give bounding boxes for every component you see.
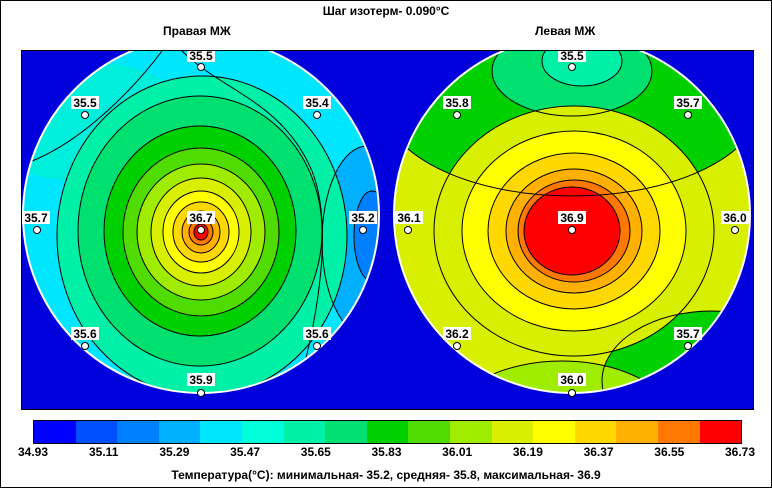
measurement-point: 35.8: [443, 96, 471, 119]
colorbar-segment: [366, 421, 409, 443]
measurement-point: 35.7: [674, 327, 702, 350]
colorbar-segment: [491, 421, 534, 443]
measurement-point: 36.9: [558, 211, 586, 234]
colorbar-tick-label: 35.29: [159, 445, 190, 459]
colorbar-segment: [75, 421, 118, 443]
point-value: 36.1: [397, 211, 421, 225]
colorbar-segment: [325, 421, 367, 443]
point-value: 36.0: [560, 373, 584, 387]
colorbar-segment: [449, 421, 492, 443]
colorbar-segment: [283, 421, 326, 443]
point-value: 35.5: [560, 51, 584, 63]
colorbar-segment: [574, 421, 617, 443]
colorbar-segment: [699, 421, 742, 443]
point-value: 36.0: [723, 211, 747, 225]
colorbar-tick-label: 34.93: [17, 445, 49, 459]
colorbar-tick-label: 36.55: [654, 445, 685, 459]
measurement-point: 35.2: [349, 211, 377, 234]
point-value: 35.9: [189, 373, 213, 387]
isotherm-step-title: Шаг изотерм- 0.090°C: [322, 4, 450, 18]
measurement-point: 36.7: [187, 211, 215, 234]
colorbar-tick-label: 36.19: [512, 445, 543, 459]
colorbar-tick-label: 36.37: [583, 445, 614, 459]
temperature-colorbar: [33, 420, 742, 444]
measurement-point: 36.2: [443, 327, 471, 350]
measurement-point: 35.4: [303, 96, 331, 119]
measurement-point: 35.5: [187, 51, 215, 71]
point-value: 35.5: [73, 96, 97, 110]
colorbar-tick-label: 35.65: [300, 445, 331, 459]
left-measurement-points: 35.5 35.8 35.7 36.1: [395, 51, 749, 397]
right-breast-label: Правая МЖ: [163, 24, 231, 38]
point-value: 35.6: [73, 327, 97, 341]
measurement-point: 35.5: [558, 51, 586, 71]
point-value: 35.4: [305, 96, 329, 110]
measurement-point: 36.0: [721, 211, 749, 234]
point-value: 35.2: [351, 211, 375, 225]
point-value: 36.9: [560, 211, 584, 225]
point-value: 35.5: [189, 51, 213, 63]
colorbar-tick-label: 35.83: [371, 445, 402, 459]
thermogram-plot-area: 35.5 35.5 35.4 35.7: [21, 50, 754, 410]
colorbar-tick-labels: 34.93 35.11 35.29 35.47 35.65 35.83 36.01 36.19…: [0, 445, 772, 461]
colorbar-segment: [657, 421, 700, 443]
point-value: 35.7: [676, 96, 700, 110]
colorbar-segment: [34, 421, 76, 443]
left-breast-label: Левая МЖ: [535, 24, 596, 38]
colorbar-segment: [616, 421, 658, 443]
colorbar-tick-label: 35.47: [230, 445, 261, 459]
temperature-stats-footer: Температура(°С): минимальная- 35.2, сред…: [171, 468, 601, 482]
measurement-point: 35.7: [674, 96, 702, 119]
measurement-point: 35.6: [303, 327, 331, 350]
colorbar-tick-label: 36.01: [442, 445, 473, 459]
right-measurement-points: 35.5 35.5 35.4 35.7: [22, 51, 377, 397]
point-value: 35.7: [676, 327, 700, 341]
colorbar-tick-label: 36.73: [724, 445, 756, 459]
point-value: 36.2: [445, 327, 469, 341]
measurement-point: 35.6: [71, 327, 99, 350]
colorbar-segment: [241, 421, 284, 443]
measurement-point: 36.0: [558, 373, 586, 397]
colorbar-segment: [158, 421, 201, 443]
colorbar-segment: [533, 421, 575, 443]
colorbar-segment: [408, 421, 450, 443]
point-value: 36.7: [189, 211, 213, 225]
colorbar-segment: [117, 421, 159, 443]
measurement-point: 36.1: [395, 211, 423, 234]
point-value: 35.6: [305, 327, 329, 341]
right-breast-heatmap: [22, 51, 380, 394]
colorbar-tick-label: 35.11: [89, 445, 119, 459]
measurement-point: 35.5: [71, 96, 99, 119]
point-value: 35.8: [445, 96, 469, 110]
measurement-point: 35.7: [22, 211, 50, 234]
colorbar-segment: [200, 421, 242, 443]
point-value: 35.7: [24, 211, 48, 225]
thermogram-maps: 35.5 35.5 35.4 35.7: [22, 51, 751, 397]
measurement-point: 35.9: [187, 373, 215, 397]
